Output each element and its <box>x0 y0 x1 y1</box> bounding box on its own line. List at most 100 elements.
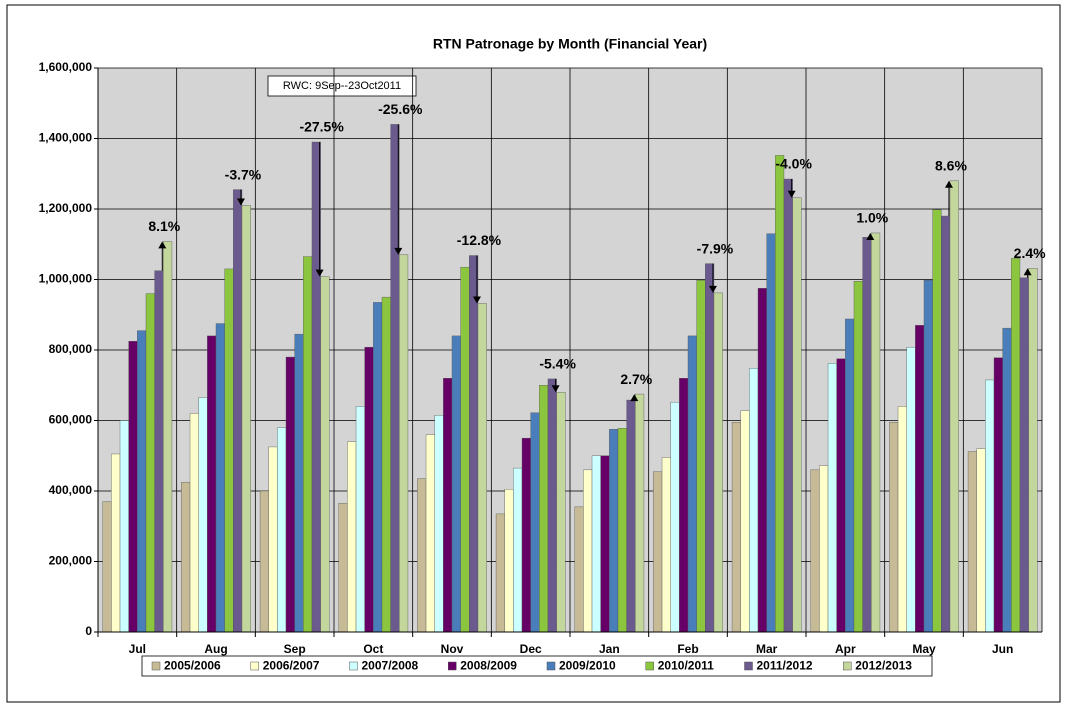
y-tick-label: 1,200,000 <box>39 201 93 215</box>
bar <box>556 392 566 633</box>
bar <box>443 378 453 633</box>
x-tick-label: Jul <box>129 642 146 656</box>
bar <box>233 189 243 633</box>
change-label: -27.5% <box>299 119 344 135</box>
bar <box>521 437 531 633</box>
legend-label: 2007/2008 <box>362 659 419 673</box>
bar <box>696 280 706 633</box>
bar <box>215 323 225 633</box>
bar <box>609 429 619 633</box>
bar <box>277 427 287 633</box>
legend-label: 2011/2012 <box>757 659 813 673</box>
bar <box>713 292 723 633</box>
bar <box>119 420 129 633</box>
bar <box>949 180 959 633</box>
bar <box>792 197 802 633</box>
arrow-head <box>472 296 481 304</box>
y-tick-label: 1,000,000 <box>39 272 93 286</box>
bar <box>967 451 977 633</box>
bar <box>364 346 374 633</box>
bar <box>338 503 348 633</box>
change-label: -5.4% <box>539 356 576 372</box>
bar <box>1011 258 1021 633</box>
bar <box>871 232 881 633</box>
bar <box>303 256 313 633</box>
bar <box>862 236 872 633</box>
note: RWC: 9Sep--23Oct2011 <box>283 80 401 92</box>
bar <box>417 478 427 633</box>
bar <box>757 288 767 633</box>
bar <box>181 481 191 633</box>
bar <box>1002 327 1012 633</box>
bar <box>355 406 365 633</box>
bar <box>915 325 925 633</box>
bar <box>504 489 514 633</box>
bar <box>145 293 155 633</box>
legend-label: 2010/2011 <box>658 659 714 673</box>
x-tick-label: Feb <box>677 642 698 656</box>
bar <box>189 413 199 633</box>
legend-swatch <box>843 661 852 671</box>
bar <box>547 378 557 633</box>
arrow-head <box>944 180 953 188</box>
x-tick-label: Apr <box>835 642 856 656</box>
legend-swatch <box>744 661 753 671</box>
x-tick-label: May <box>912 642 936 656</box>
bar <box>985 379 995 633</box>
x-tick-label: Nov <box>441 642 464 656</box>
y-tick-label: 800,000 <box>49 342 93 356</box>
bar <box>923 280 933 633</box>
bar <box>653 471 663 633</box>
bar <box>137 330 147 633</box>
legend-swatch <box>546 661 556 671</box>
legend-swatch <box>250 661 259 671</box>
change-label: 8.6% <box>935 158 967 174</box>
change-label: -25.6% <box>378 101 423 117</box>
bar <box>731 422 741 633</box>
bar <box>451 335 461 633</box>
arrow-head <box>236 198 245 206</box>
legend-label: 2009/2010 <box>559 659 616 673</box>
arrow-head <box>551 385 560 393</box>
bar <box>1019 277 1029 633</box>
y-tick-label: 200,000 <box>49 554 93 568</box>
bar <box>845 318 855 633</box>
bar <box>347 441 357 633</box>
change-label: -12.8% <box>457 232 502 248</box>
arrow-head <box>866 232 875 240</box>
arrow-head <box>787 190 796 198</box>
bar <box>679 378 689 633</box>
bar <box>819 465 829 633</box>
bar <box>810 469 820 633</box>
bar <box>583 469 593 633</box>
bar <box>749 368 759 633</box>
bar <box>530 412 540 633</box>
y-tick-label: 1,600,000 <box>39 60 93 74</box>
change-label: -7.9% <box>697 240 734 256</box>
y-tick-label: 1,400,000 <box>39 131 93 145</box>
legend-swatch <box>448 661 457 671</box>
bar <box>102 501 112 633</box>
legend-label: 2006/2007 <box>263 659 320 673</box>
legend-label: 2005/2006 <box>164 659 221 673</box>
legend-swatch <box>349 661 358 671</box>
change-label: 2.4% <box>1014 245 1046 261</box>
bar <box>661 457 671 633</box>
bar <box>320 276 330 633</box>
change-label: 2.7% <box>620 371 652 387</box>
bar <box>897 406 907 633</box>
change-label: -4.0% <box>775 156 812 172</box>
bar <box>827 363 837 633</box>
bar <box>539 385 549 633</box>
bar <box>381 296 391 633</box>
bar <box>241 205 251 633</box>
bar <box>687 335 697 633</box>
bar <box>460 266 470 633</box>
x-tick-label: Aug <box>204 642 227 656</box>
x-tick-label: Dec <box>520 642 542 656</box>
bar <box>224 268 234 633</box>
y-tick-label: 600,000 <box>49 413 93 427</box>
bar <box>889 422 899 633</box>
arrow-head <box>708 285 717 293</box>
